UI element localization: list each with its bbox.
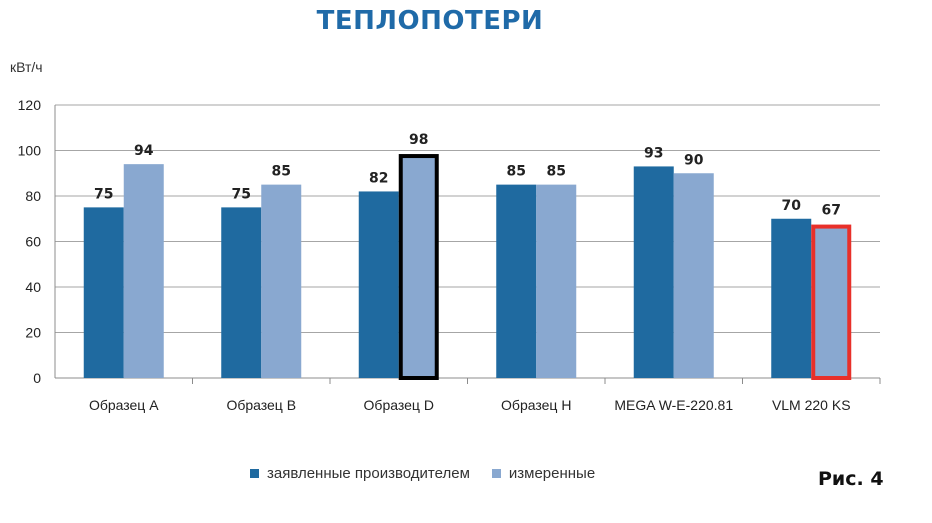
data-label: 85 — [547, 164, 566, 180]
x-tick-label: MEGA W-E-220.81 — [614, 397, 733, 413]
data-label: 75 — [232, 186, 251, 202]
data-label: 98 — [409, 132, 428, 148]
bar — [536, 184, 577, 378]
x-tick-label: Образец В — [226, 397, 296, 413]
y-tick-label: 20 — [25, 325, 41, 341]
bar — [398, 154, 439, 380]
chart-legend: заявленные производителем измеренные — [250, 465, 617, 482]
bar — [123, 164, 164, 378]
bar — [221, 207, 262, 378]
y-tick-label: 40 — [25, 279, 41, 295]
bar — [771, 218, 812, 378]
data-label: 93 — [644, 145, 663, 161]
data-label: 85 — [507, 164, 526, 180]
y-tick-label: 120 — [18, 97, 42, 113]
bar — [261, 184, 302, 378]
y-tick-label: 0 — [33, 370, 41, 386]
y-tick-label: 100 — [18, 143, 42, 159]
y-tick-label: 80 — [25, 188, 41, 204]
figure-label: Рис. 4 — [818, 468, 884, 490]
legend-swatch-measured — [491, 469, 501, 478]
bar — [358, 191, 399, 378]
bar — [811, 224, 852, 380]
bar — [673, 173, 714, 378]
legend-item-measured: измеренные — [491, 465, 596, 482]
data-label: 94 — [134, 143, 154, 159]
legend-label-declared: заявленные производителем — [267, 465, 470, 482]
bar — [496, 184, 537, 378]
data-label: 75 — [94, 186, 113, 202]
chart-title: ТЕПЛОПОТЕРИ — [316, 6, 544, 36]
data-label: 67 — [822, 203, 841, 219]
legend-swatch-declared — [250, 469, 259, 478]
legend-label-measured: измеренные — [508, 465, 596, 482]
x-tick-label: Образец Н — [501, 397, 571, 413]
legend-item-declared: заявленные производителем — [250, 465, 470, 482]
data-label: 70 — [782, 198, 802, 214]
bar — [633, 166, 674, 378]
bar — [83, 207, 124, 378]
x-tick-label: VLM 220 KS — [772, 397, 851, 413]
data-label: 85 — [272, 164, 291, 180]
y-tick-label: 60 — [25, 234, 41, 250]
bar-chart: 0 20 40 60 80 100 120 75 94 Образец А 75 85 Образец … — [18, 97, 881, 413]
x-tick-label: Образец А — [89, 397, 159, 413]
y-axis-unit-label: кВт/ч — [10, 59, 43, 75]
data-label: 82 — [369, 170, 388, 186]
data-label: 90 — [684, 152, 704, 168]
x-tick-label: Образец D — [364, 397, 434, 413]
